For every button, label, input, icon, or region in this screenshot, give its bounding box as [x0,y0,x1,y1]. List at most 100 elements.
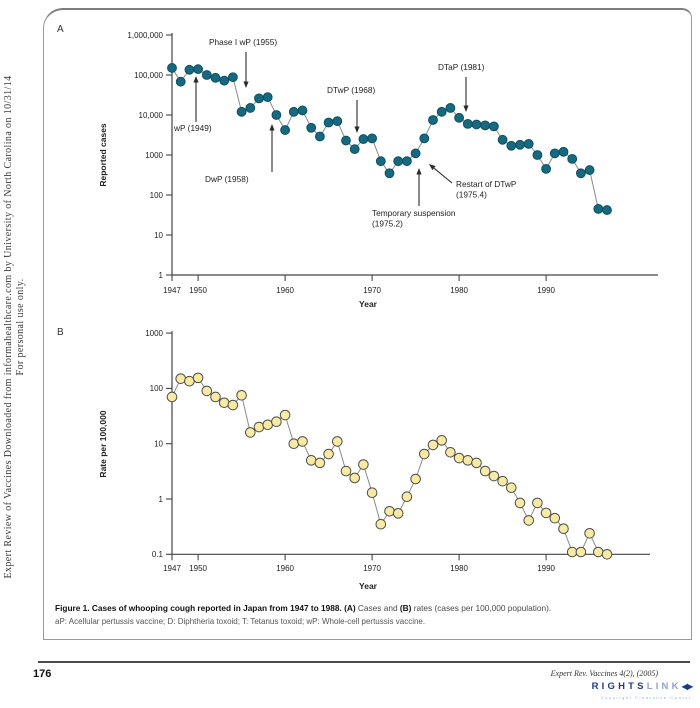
journal-citation: Expert Rev. Vaccines 4(2), (2005) [550,669,658,678]
data-point [271,110,282,120]
data-point [453,452,465,464]
svg-text:Year: Year [359,299,378,309]
data-point [366,487,378,498]
data-point [193,64,204,75]
data-point [332,436,343,447]
svg-text:1960: 1960 [276,286,294,295]
data-point [549,148,560,159]
svg-text:1980: 1980 [450,564,468,573]
svg-text:Year: Year [359,581,378,591]
rightslink-rights-text: RIGHTS [591,681,647,692]
data-point [384,168,395,179]
data-point [262,92,273,103]
caption-mid: Cases and [355,603,400,613]
svg-text:B: B [57,327,64,338]
data-point [175,373,186,384]
annotation-dwp: DwP (1958) [205,124,275,184]
svg-text:1970: 1970 [363,564,381,573]
figure-caption-line2: aP: Acellular pertussis vaccine; D: Diph… [55,617,426,626]
data-point [489,121,499,132]
svg-text:10,000: 10,000 [139,111,164,120]
annotation-phase1wp: Phase I wP (1955) [209,37,277,88]
annotation-dtwp: DTwP (1968) [327,85,376,133]
data-point [601,549,613,560]
data-point [227,399,239,411]
svg-text:DTaP (1981): DTaP (1981) [438,62,485,72]
data-point [532,150,543,160]
data-point [236,390,247,401]
data-point [410,473,421,485]
data-point [445,103,456,113]
data-point [201,385,213,397]
figure-caption: Figure 1. Cases of whooping cough report… [55,602,661,628]
data-point [401,491,413,503]
svg-text:Restart of DTwP: Restart of DTwP [456,179,517,189]
figure-box [43,8,692,640]
data-point [375,156,386,167]
data-point [410,148,421,159]
data-point [584,165,595,175]
data-point [167,63,177,73]
data-point [436,106,447,117]
data-point [523,515,535,526]
svg-text:1950: 1950 [189,564,207,573]
page-number: 176 [33,668,52,680]
data-point [245,103,256,113]
data-point [506,482,517,494]
data-point [427,439,439,451]
data-point [506,140,517,151]
data-point [514,497,526,509]
svg-text:10: 10 [154,440,163,449]
data-point [419,448,430,460]
svg-text:1950: 1950 [189,286,207,295]
svg-text:100: 100 [150,191,164,200]
svg-text:1,000,000: 1,000,000 [127,31,163,40]
data-point [305,455,317,466]
data-point [297,436,308,447]
data-point [175,76,186,87]
rightslink-logo[interactable]: RIGHTSLINK◀▶ Copyright Clearance Center [591,680,693,703]
rightslink-tagline: Copyright Clearance Center [600,695,692,700]
data-point [184,375,195,387]
data-point [192,372,204,384]
svg-text:Reported cases: Reported cases [98,123,108,187]
svg-text:1000: 1000 [145,151,163,160]
data-point [471,119,482,130]
data-point [323,448,334,460]
data-point [297,105,308,116]
data-point [279,409,291,421]
data-point [558,523,569,535]
data-point [349,144,360,155]
caption-tail: rates (cases per 100,000 population). [411,603,552,613]
data-point [219,75,230,86]
svg-text:(1975.4): (1975.4) [456,190,487,200]
svg-text:1990: 1990 [537,286,555,295]
svg-text:1000: 1000 [145,329,163,338]
data-point [567,153,578,164]
data-point [402,156,412,167]
caption-panel-a-ref: (A) [344,603,356,613]
data-point [576,168,586,179]
svg-text:1947: 1947 [163,286,181,295]
data-point [497,134,508,145]
annotation-suspension: Temporary suspension(1975.2) [372,168,456,229]
rightslink-arrow-icon: ◀▶ [681,682,693,691]
data-point [549,512,561,524]
data-point [575,546,587,558]
data-point [462,118,473,129]
svg-text:Phase I wP (1955): Phase I wP (1955) [209,37,277,47]
data-point [428,115,438,125]
data-point [523,138,534,149]
svg-text:100,000: 100,000 [134,71,163,80]
data-point [462,455,474,466]
data-point [393,156,404,167]
svg-text:1980: 1980 [450,286,468,295]
svg-text:DwP (1958): DwP (1958) [205,174,249,184]
caption-bold: Figure 1. Cases of whooping cough report… [55,603,345,613]
data-point [271,416,282,427]
svg-text:10: 10 [154,231,163,240]
data-point [280,125,291,135]
data-point [358,459,369,470]
